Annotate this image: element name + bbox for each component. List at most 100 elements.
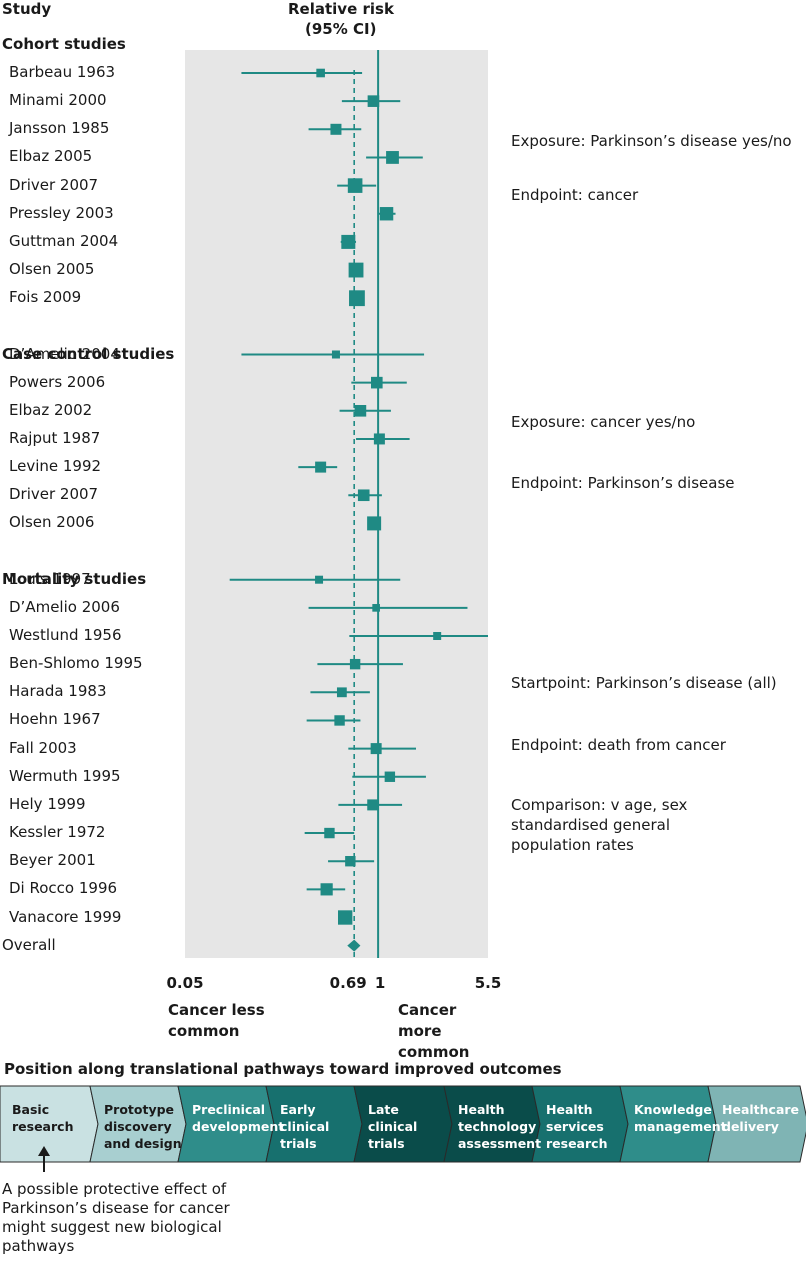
stage-label-line: Knowledge bbox=[634, 1102, 712, 1117]
study-column-header: Study bbox=[2, 0, 52, 18]
effect-column-header: Relative risk bbox=[288, 0, 394, 18]
study-label: Pressley 2003 bbox=[9, 203, 114, 222]
pathway-stage-label: Healthcare delivery bbox=[722, 1101, 799, 1135]
pathway-stage-label: Prototype discovery and design bbox=[104, 1101, 182, 1152]
stage-label-line: research bbox=[546, 1136, 608, 1151]
group-header: Cohort studies bbox=[2, 35, 126, 53]
pathway-title: Position along translational pathways to… bbox=[4, 1060, 562, 1078]
stage-label-line: Basic bbox=[12, 1102, 50, 1117]
stage-label-line: and design bbox=[104, 1136, 182, 1151]
group-header: Case control studies bbox=[2, 344, 175, 363]
x-tick-label: 1 bbox=[374, 974, 386, 992]
stage-label-line: trials bbox=[280, 1136, 317, 1151]
x-label-left: Cancer less common bbox=[168, 1001, 265, 1040]
point-estimate bbox=[320, 883, 333, 896]
stage-label-line: delivery bbox=[722, 1119, 779, 1134]
stage-label-line: assessment bbox=[458, 1136, 542, 1151]
study-label: Minami 2000 bbox=[9, 91, 107, 110]
study-label: Kessler 1972 bbox=[9, 823, 106, 842]
x-tick-label: 0.69 bbox=[329, 974, 367, 992]
plot-background bbox=[185, 50, 488, 958]
point-estimate bbox=[386, 151, 399, 164]
group-annotation: Endpoint: cancer bbox=[511, 186, 639, 204]
study-label: Westlund 1956 bbox=[9, 626, 122, 644]
stage-label-line: Preclinical bbox=[192, 1102, 266, 1117]
stage-label-line: discovery bbox=[104, 1119, 172, 1134]
stage-label-line: Health bbox=[546, 1102, 593, 1117]
study-label: Beyer 2001 bbox=[9, 851, 96, 870]
study-label: Powers 2006 bbox=[9, 372, 106, 391]
study-label: Barbeau 1963 bbox=[9, 63, 116, 81]
study-label: Guttman 2004 bbox=[9, 231, 119, 250]
point-estimate bbox=[367, 799, 379, 811]
study-label: Elbaz 2005 bbox=[9, 147, 93, 166]
study-label: Fois 2009 bbox=[9, 288, 82, 307]
stage-label-line: technology bbox=[458, 1119, 537, 1134]
study-label: Olsen 2005 bbox=[9, 260, 95, 279]
study-label: Driver 2007 bbox=[9, 485, 99, 504]
group-annotation: Comparison: v age, sex bbox=[511, 796, 688, 814]
study-label: Rajput 1987 bbox=[9, 428, 101, 447]
group-annotation: Exposure: cancer yes/no bbox=[511, 413, 696, 431]
point-estimate bbox=[433, 632, 442, 640]
point-estimate bbox=[379, 207, 394, 221]
group-annotation: Endpoint: death from cancer bbox=[511, 736, 726, 754]
study-label: Harada 1983 bbox=[9, 682, 107, 701]
point-estimate bbox=[334, 715, 345, 726]
x-label-right: Cancer more common bbox=[398, 1001, 470, 1061]
stage-label-line: development bbox=[192, 1119, 285, 1134]
point-estimate bbox=[370, 743, 382, 755]
point-estimate bbox=[349, 658, 361, 670]
study-label: Jansson 1985 bbox=[9, 119, 110, 138]
point-estimate bbox=[324, 827, 335, 839]
study-label: D’Amelio 2004 bbox=[9, 344, 120, 363]
pathway-stage-label: Health technology assessment bbox=[458, 1101, 541, 1152]
stage-label-line: Health bbox=[458, 1102, 505, 1117]
x-tick-label: 5.5 bbox=[474, 974, 502, 992]
overall-diamond bbox=[347, 939, 361, 952]
x-tick-label: 0.05 bbox=[166, 974, 204, 992]
group-annotation: Endpoint: Parkinson’s disease bbox=[511, 474, 735, 492]
point-estimate bbox=[316, 68, 325, 78]
point-estimate bbox=[349, 290, 365, 307]
study-label: Hoehn 1967 bbox=[9, 710, 101, 729]
group-annotation: Startpoint: Parkinson’s disease (all) bbox=[511, 674, 777, 692]
pathway-stage-label: Early clinical trials bbox=[280, 1101, 329, 1152]
point-estimate bbox=[331, 350, 340, 359]
point-estimate bbox=[384, 771, 396, 782]
point-estimate bbox=[338, 910, 353, 925]
stage-label-line: research bbox=[12, 1119, 74, 1134]
stage-label-line: trials bbox=[368, 1136, 405, 1151]
point-estimate bbox=[315, 461, 327, 473]
study-label: Wermuth 1995 bbox=[9, 766, 121, 785]
point-estimate bbox=[345, 856, 356, 867]
study-label: Elbaz 2002 bbox=[9, 400, 93, 419]
study-label: D’Amelio 2006 bbox=[9, 597, 120, 616]
study-label: Olsen 2006 bbox=[9, 513, 95, 532]
study-label: Driver 2007 bbox=[9, 175, 99, 194]
study-label: Hely 1999 bbox=[9, 794, 86, 813]
study-label: Louis 1997 bbox=[9, 569, 91, 588]
stage-label-line: management bbox=[634, 1119, 727, 1134]
group-annotation: population rates bbox=[511, 836, 634, 854]
pathway-stage-label: Health services research bbox=[546, 1101, 607, 1152]
study-label: Ben-Shlomo 1995 bbox=[9, 654, 143, 673]
point-estimate bbox=[354, 405, 367, 417]
stage-label-line: Healthcare bbox=[722, 1102, 800, 1117]
pathway-stage bbox=[707, 1085, 806, 1163]
point-estimate bbox=[330, 123, 342, 135]
point-estimate bbox=[367, 95, 380, 107]
stage-label-line: clinical bbox=[368, 1119, 418, 1134]
overall-label: Overall bbox=[2, 935, 56, 954]
study-label: Fall 2003 bbox=[9, 738, 77, 757]
pointer-arrow-head bbox=[38, 1146, 50, 1156]
stage-label-line: services bbox=[546, 1119, 604, 1134]
point-estimate bbox=[347, 178, 363, 193]
group-annotation: Exposure: Parkinson’s disease yes/no bbox=[511, 132, 792, 150]
point-estimate bbox=[367, 516, 382, 531]
pathway-footnote: A possible protective effect of Parkinso… bbox=[2, 1180, 230, 1255]
study-label: Di Rocco 1996 bbox=[9, 879, 118, 898]
pathway-stage-label: Late clinical trials bbox=[368, 1101, 417, 1152]
